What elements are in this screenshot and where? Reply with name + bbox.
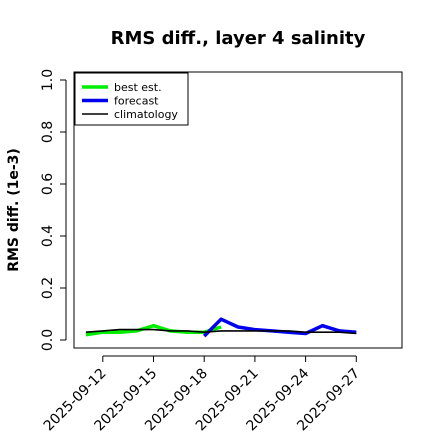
y-axis: 0.0 0.2 0.4 0.6 0.8 1.0 <box>40 69 67 351</box>
legend-label: forecast <box>114 95 159 108</box>
y-tick-label: 0.0 <box>40 329 56 351</box>
y-axis-label: RMS diff. (1e-3) <box>6 148 22 272</box>
y-tick-label: 0.6 <box>40 173 56 195</box>
plot-frame <box>73 71 403 349</box>
legend-label: climatology <box>114 108 178 121</box>
series-line-climatology <box>85 328 357 335</box>
x-axis: 2025-09-122025-09-152025-09-182025-09-21… <box>41 355 363 434</box>
legend-label: best est. <box>114 81 162 94</box>
y-tick-label: 1.0 <box>40 69 56 91</box>
y-tick-label: 0.8 <box>40 121 56 143</box>
legend-box <box>74 72 189 126</box>
series-line-forecast <box>202 317 357 338</box>
y-tick-label: 0.2 <box>40 277 56 299</box>
series-lines <box>85 317 357 338</box>
chart-title: RMS diff., layer 4 salinity <box>111 28 366 49</box>
y-tick-label: 0.4 <box>40 225 56 247</box>
